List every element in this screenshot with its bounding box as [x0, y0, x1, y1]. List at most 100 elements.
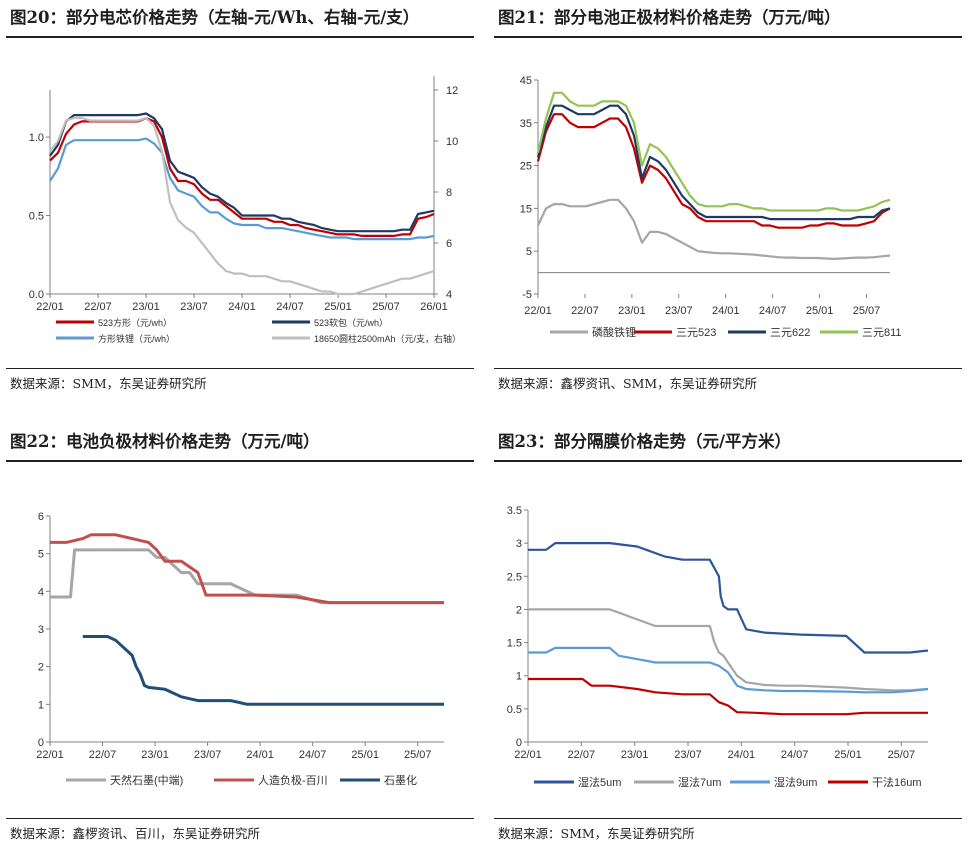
series-line-1 — [536, 113, 891, 229]
y-tick-label: 1 — [516, 671, 522, 683]
chart-cell-price: 0.0 0.5 1.0 4 6 8 10 12 22/01 22/07 23/01 23/07 24/0… — [29, 76, 461, 344]
x-tick-label: 23/01 — [618, 305, 646, 317]
x-tick-label: 25/01 — [806, 305, 834, 317]
y2-tick-label: 12 — [446, 85, 458, 97]
y-tick-label: -5 — [522, 289, 532, 301]
panel-source: 数据来源：SMM，东吴证券研究所 — [6, 368, 474, 398]
x-tick-label: 23/07 — [674, 749, 702, 761]
series-line-0 — [528, 541, 929, 654]
panel-source: 数据来源：SMM，东吴证券研究所 — [494, 818, 962, 848]
x-tick-label: 23/07 — [194, 749, 222, 761]
y2-tick-label: 10 — [446, 136, 458, 148]
y2-tick-label: 8 — [446, 187, 452, 199]
panel-title: 图23：部分隔膜价格走势（元/平方米） — [494, 424, 962, 462]
x-tick-label: 23/07 — [180, 301, 208, 313]
panel-source: 数据来源：鑫椤资讯、百川，东吴证券研究所 — [6, 818, 474, 848]
x-tick-label: 26/01 — [420, 301, 448, 313]
x-tick-label: 25/01 — [324, 301, 352, 313]
x-tick-label: 22/01 — [514, 749, 542, 761]
legend-label: 磷酸铁锂 — [592, 325, 636, 339]
chart-panel-22: 图22：电池负极材料价格走势（万元/吨） 0 1 2 3 4 5 6 22/01 22/07 23… — [6, 424, 474, 848]
legend-label: 湿法9um — [774, 775, 817, 789]
y-tick-label: 35 — [520, 118, 532, 130]
y-tick-label: 5 — [526, 246, 532, 258]
y-tick-label: 15 — [520, 203, 532, 215]
y-tick-label: 2 — [38, 662, 44, 674]
legend-label: 石墨化 — [384, 773, 417, 787]
legend-label: 方形铁锂（元/wh） — [98, 333, 175, 344]
y-tick-label: 2 — [516, 604, 522, 616]
y-tick-label: 25 — [520, 161, 532, 173]
series-line-0 — [537, 198, 891, 260]
y-tick-label: 6 — [38, 511, 44, 523]
y-tick-label: 0.5 — [29, 211, 44, 223]
x-tick-label: 25/01 — [351, 749, 379, 761]
panel-title: 图20：部分电芯价格走势（左轴-元/Wh、右轴-元/支） — [6, 0, 474, 38]
x-tick-label: 25/07 — [888, 749, 916, 761]
y-tick-label: 1 — [38, 699, 44, 711]
y-tick-label: 5 — [38, 549, 44, 561]
legend-label: 湿法5um — [578, 775, 621, 789]
y-tick-label: 0.5 — [507, 704, 522, 716]
x-tick-label: 23/01 — [141, 749, 169, 761]
x-tick-label: 24/01 — [728, 749, 756, 761]
x-tick-label: 22/07 — [568, 749, 596, 761]
x-tick-label: 24/01 — [246, 749, 274, 761]
series-line-2 — [536, 104, 891, 221]
legend-label: 干法16um — [872, 775, 922, 789]
legend-label: 523软包（元/wh） — [314, 317, 388, 328]
x-tick-label: 24/07 — [781, 749, 809, 761]
legend-label: 18650圆柱2500mAh（元/支，右轴） — [314, 333, 461, 344]
panel-source: 数据来源：鑫椤资讯、SMM，东吴证券研究所 — [494, 368, 962, 398]
y-tick-label: 1.5 — [507, 638, 522, 650]
x-tick-label: 23/01 — [132, 301, 160, 313]
legend-label: 三元622 — [770, 327, 810, 339]
y-tick-label: 0 — [516, 737, 522, 749]
x-tick-label: 24/07 — [759, 305, 787, 317]
y-tick-label: 1.0 — [29, 132, 44, 144]
x-tick-label: 25/07 — [404, 749, 432, 761]
legend-label: 天然石墨(中端) — [110, 773, 183, 787]
chart-cathode-price: -5 5 15 25 35 45 22/01 22/07 23/01 23/07 24/01 24/0… — [520, 75, 902, 339]
x-tick-label: 22/07 — [89, 749, 117, 761]
x-tick-label: 22/01 — [524, 305, 552, 317]
x-tick-label: 22/01 — [36, 301, 64, 313]
x-tick-label: 25/07 — [853, 305, 881, 317]
y-tick-label: 3 — [38, 624, 44, 636]
y-tick-label: 3 — [516, 538, 522, 550]
x-tick-label: 25/07 — [372, 301, 400, 313]
y-tick-label: 4 — [38, 586, 44, 598]
series-line-3 — [536, 91, 891, 212]
series-line-0 — [49, 117, 435, 237]
y2-tick-label: 6 — [446, 238, 452, 250]
panel-title: 图21：部分电池正极材料价格走势（万元/吨） — [494, 0, 962, 38]
x-tick-label: 24/07 — [276, 301, 304, 313]
series-line-2 — [528, 646, 929, 694]
y-tick-label: 0 — [38, 737, 44, 749]
chart-panel-20: 图20：部分电芯价格走势（左轴-元/Wh、右轴-元/支） 0.0 0.5 1.0 4 6… — [6, 0, 474, 398]
y-tick-label: 3.5 — [507, 505, 522, 517]
series-line-1 — [528, 608, 929, 692]
series-line-2 — [82, 635, 444, 706]
x-tick-label: 23/07 — [665, 305, 693, 317]
chart-panel-23: 图23：部分隔膜价格走势（元/平方米） 0 0.5 1 1.5 2 2.5 3 3.5 22/0… — [494, 424, 962, 848]
y2-tick-label: 4 — [446, 289, 452, 301]
y-tick-label: 45 — [520, 75, 532, 87]
series-line-3 — [528, 677, 928, 716]
legend-label: 523方形（元/wh） — [98, 317, 172, 328]
series-line-2 — [49, 137, 435, 241]
x-tick-label: 24/01 — [228, 301, 256, 313]
x-tick-label: 24/01 — [712, 305, 740, 317]
panel-title: 图22：电池负极材料价格走势（万元/吨） — [6, 424, 474, 462]
chart-panel-21: 图21：部分电池正极材料价格走势（万元/吨） -5 5 15 25 35 45 22/01 2… — [494, 0, 962, 398]
x-tick-label: 24/07 — [299, 749, 327, 761]
legend-label: 三元523 — [676, 327, 716, 339]
x-tick-label: 22/07 — [84, 301, 112, 313]
chart-anode-price: 0 1 2 3 4 5 6 22/01 22/07 23/01 23/07 24/01 24/07 25/… — [36, 511, 444, 787]
legend-label: 三元811 — [862, 327, 902, 339]
x-tick-label: 22/07 — [571, 305, 599, 317]
chart-separator-price: 0 0.5 1 1.5 2 2.5 3 3.5 22/01 22/07 23/01 23/07 24/0… — [507, 505, 929, 789]
x-tick-label: 22/01 — [36, 749, 64, 761]
x-tick-label: 23/01 — [621, 749, 649, 761]
y-tick-label: 2.5 — [507, 571, 522, 583]
